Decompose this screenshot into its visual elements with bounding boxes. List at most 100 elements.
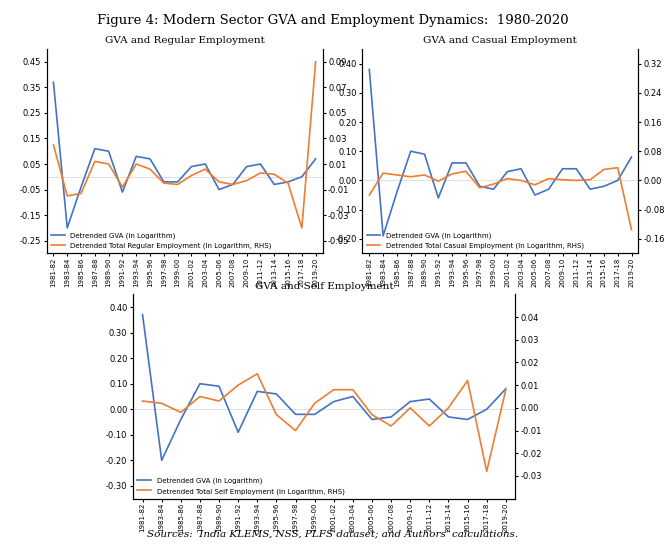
Detrended GVA (In Logarithm) (104, 148, 112, 155)
Detrended GVA (In Logarithm) (393, 189, 401, 196)
Detrended GVA (In Logarithm) (503, 168, 511, 175)
Detrended GVA (In Logarithm) (77, 184, 85, 190)
Detrended Total Regular Employment (In Logarithm, RHS) (132, 161, 140, 167)
Detrended GVA (In Logarithm) (434, 195, 442, 201)
Title: GVA and Casual Employment: GVA and Casual Employment (424, 37, 577, 45)
Detrended Total Self Employment (In Logarithm, RHS) (196, 393, 204, 400)
Detrended GVA (In Logarithm) (177, 416, 185, 423)
Detrended Total Regular Employment (In Logarithm, RHS) (243, 177, 251, 184)
Detrended Total Regular Employment (In Logarithm, RHS) (229, 181, 237, 187)
Detrended GVA (In Logarithm) (298, 173, 306, 180)
Detrended Total Regular Employment (In Logarithm, RHS) (312, 58, 320, 65)
Detrended Total Self Employment (In Logarithm, RHS) (426, 423, 434, 429)
Detrended Total Casual Employment (In Logarithm, RHS) (573, 177, 581, 184)
Detrended Total Regular Employment (In Logarithm, RHS) (298, 225, 306, 231)
Detrended GVA (In Logarithm) (234, 429, 242, 435)
Detrended Total Self Employment (In Logarithm, RHS) (215, 398, 223, 404)
Detrended Total Regular Employment (In Logarithm, RHS) (215, 179, 223, 185)
Detrended GVA (In Logarithm) (132, 153, 140, 160)
Detrended Total Casual Employment (In Logarithm, RHS) (462, 168, 470, 174)
Detrended Total Regular Employment (In Logarithm, RHS) (91, 158, 99, 165)
Detrended Total Casual Employment (In Logarithm, RHS) (420, 172, 428, 178)
Detrended GVA (In Logarithm) (379, 233, 387, 239)
Detrended Total Regular Employment (In Logarithm, RHS) (174, 181, 182, 187)
Detrended GVA (In Logarithm) (291, 411, 299, 417)
Title: GVA and Regular Employment: GVA and Regular Employment (104, 37, 265, 45)
Detrended GVA (In Logarithm) (531, 192, 539, 198)
Legend: Detrended GVA (In Logarithm), Detrended Total Self Employment (In Logarithm, RHS: Detrended GVA (In Logarithm), Detrended … (134, 475, 347, 497)
Detrended GVA (In Logarithm) (253, 388, 261, 395)
Detrended Total Casual Employment (In Logarithm, RHS) (365, 192, 373, 198)
Detrended Total Self Employment (In Logarithm, RHS) (349, 386, 357, 393)
Detrended GVA (In Logarithm) (270, 181, 278, 187)
Detrended GVA (In Logarithm) (91, 146, 99, 152)
Legend: Detrended GVA (In Logarithm), Detrended Total Casual Employment (In Logarithm, R: Detrended GVA (In Logarithm), Detrended … (364, 230, 587, 252)
Detrended GVA (In Logarithm) (517, 166, 525, 172)
Detrended GVA (In Logarithm) (243, 164, 251, 170)
Detrended Total Self Employment (In Logarithm, RHS) (291, 427, 299, 434)
Text: Sources:  India KLEMS, NSS, PLFS dataset; and Authors' calculations.: Sources: India KLEMS, NSS, PLFS dataset;… (147, 529, 518, 538)
Detrended Total Self Employment (In Logarithm, RHS) (177, 409, 185, 416)
Detrended GVA (In Logarithm) (330, 398, 338, 405)
Detrended GVA (In Logarithm) (586, 186, 594, 192)
Detrended GVA (In Logarithm) (489, 186, 497, 192)
Detrended GVA (In Logarithm) (63, 225, 71, 231)
Title: GVA and Self Employment: GVA and Self Employment (255, 282, 394, 290)
Detrended GVA (In Logarithm) (229, 181, 237, 187)
Detrended Total Casual Employment (In Logarithm, RHS) (489, 181, 497, 187)
Detrended GVA (In Logarithm) (420, 151, 428, 158)
Detrended Total Regular Employment (In Logarithm, RHS) (270, 171, 278, 178)
Detrended Total Casual Employment (In Logarithm, RHS) (503, 175, 511, 182)
Detrended GVA (In Logarithm) (284, 179, 292, 185)
Detrended GVA (In Logarithm) (502, 385, 510, 392)
Detrended GVA (In Logarithm) (365, 66, 373, 72)
Detrended Total Casual Employment (In Logarithm, RHS) (475, 184, 483, 191)
Detrended Total Self Employment (In Logarithm, RHS) (234, 382, 242, 389)
Detrended GVA (In Logarithm) (600, 183, 608, 190)
Detrended GVA (In Logarithm) (174, 179, 182, 185)
Detrended GVA (In Logarithm) (448, 160, 456, 166)
Line: Detrended Total Casual Employment (In Logarithm, RHS): Detrended Total Casual Employment (In Lo… (369, 168, 632, 229)
Detrended Total Casual Employment (In Logarithm, RHS) (393, 172, 401, 178)
Detrended Total Casual Employment (In Logarithm, RHS) (586, 177, 594, 183)
Detrended Total Regular Employment (In Logarithm, RHS) (118, 184, 126, 190)
Detrended Total Regular Employment (In Logarithm, RHS) (201, 166, 209, 172)
Detrended GVA (In Logarithm) (475, 183, 483, 190)
Detrended Total Regular Employment (In Logarithm, RHS) (77, 190, 85, 197)
Detrended GVA (In Logarithm) (257, 161, 265, 167)
Detrended GVA (In Logarithm) (387, 414, 395, 420)
Detrended GVA (In Logarithm) (368, 416, 376, 423)
Text: Figure 4: Modern Sector GVA and Employment Dynamics:  1980-2020: Figure 4: Modern Sector GVA and Employme… (96, 14, 569, 27)
Detrended GVA (In Logarithm) (215, 186, 223, 193)
Detrended GVA (In Logarithm) (573, 166, 581, 172)
Detrended GVA (In Logarithm) (311, 411, 319, 417)
Detrended GVA (In Logarithm) (160, 179, 168, 185)
Line: Detrended GVA (In Logarithm): Detrended GVA (In Logarithm) (53, 82, 316, 228)
Detrended GVA (In Logarithm) (146, 156, 154, 162)
Detrended GVA (In Logarithm) (49, 79, 57, 86)
Detrended GVA (In Logarithm) (426, 396, 434, 402)
Detrended GVA (In Logarithm) (407, 148, 415, 155)
Detrended GVA (In Logarithm) (614, 177, 622, 184)
Detrended Total Casual Employment (In Logarithm, RHS) (434, 178, 442, 184)
Detrended GVA (In Logarithm) (406, 398, 414, 405)
Detrended Total Self Employment (In Logarithm, RHS) (368, 411, 376, 418)
Detrended Total Regular Employment (In Logarithm, RHS) (104, 161, 112, 167)
Detrended Total Regular Employment (In Logarithm, RHS) (146, 166, 154, 172)
Detrended GVA (In Logarithm) (545, 186, 553, 192)
Detrended GVA (In Logarithm) (158, 457, 166, 464)
Detrended Total Self Employment (In Logarithm, RHS) (273, 411, 281, 418)
Detrended Total Self Employment (In Logarithm, RHS) (158, 400, 166, 407)
Detrended Total Self Employment (In Logarithm, RHS) (138, 398, 146, 404)
Detrended GVA (In Logarithm) (483, 406, 491, 413)
Detrended Total Regular Employment (In Logarithm, RHS) (63, 193, 71, 199)
Line: Detrended GVA (In Logarithm): Detrended GVA (In Logarithm) (369, 69, 632, 236)
Detrended GVA (In Logarithm) (138, 312, 146, 318)
Detrended GVA (In Logarithm) (273, 391, 281, 397)
Detrended Total Regular Employment (In Logarithm, RHS) (160, 180, 168, 186)
Detrended GVA (In Logarithm) (215, 383, 223, 390)
Detrended Total Casual Employment (In Logarithm, RHS) (600, 166, 608, 173)
Detrended Total Self Employment (In Logarithm, RHS) (330, 386, 338, 393)
Detrended GVA (In Logarithm) (559, 166, 567, 172)
Detrended GVA (In Logarithm) (462, 160, 470, 166)
